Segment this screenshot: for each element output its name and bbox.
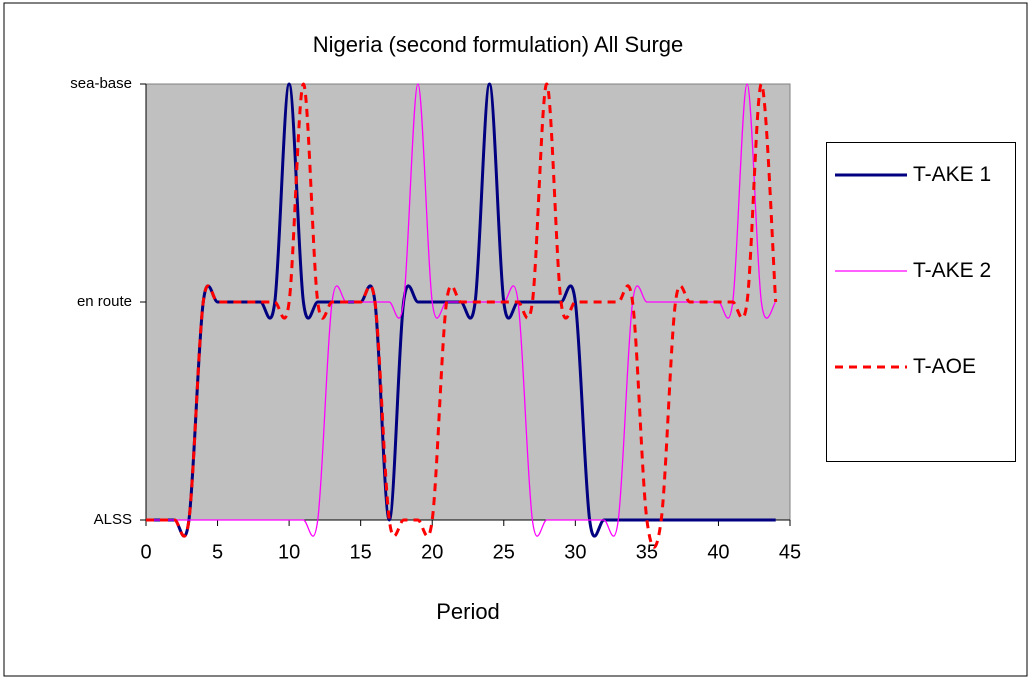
series-line [146,82,778,549]
y-tick-label: ALSS [94,511,132,528]
legend-label: T-AKE 2 [913,259,992,282]
legend-entry: T-AOE [827,351,1015,447]
x-tick-label: 20 [421,541,443,563]
legend-swatch [835,173,907,177]
legend: T-AKE 1 T-AKE 2 T-AOE [826,142,1016,462]
x-tick-label: 25 [493,541,515,563]
x-tick-label: 15 [350,541,372,563]
x-tick-label: 40 [707,541,729,563]
x-tick-label: 30 [564,541,586,563]
y-tick-label: en route [77,293,132,310]
x-tick-label: 5 [212,541,223,563]
y-tick-label: sea-base [70,75,132,92]
x-axis-label: Period [436,599,500,624]
legend-label: T-AKE 1 [913,163,992,186]
legend-swatch [835,270,907,272]
x-tick-label: 0 [140,541,151,563]
legend-entry: T-AKE 1 [827,159,1015,255]
x-tick-label: 45 [779,541,801,563]
x-tick-label: 10 [278,541,300,563]
chart-title: Nigeria (second formulation) All Surge [313,32,684,57]
legend-entry: T-AKE 2 [827,255,1015,351]
legend-label: T-AOE [913,355,977,378]
legend-swatch [835,365,907,369]
x-tick-label: 35 [636,541,658,563]
